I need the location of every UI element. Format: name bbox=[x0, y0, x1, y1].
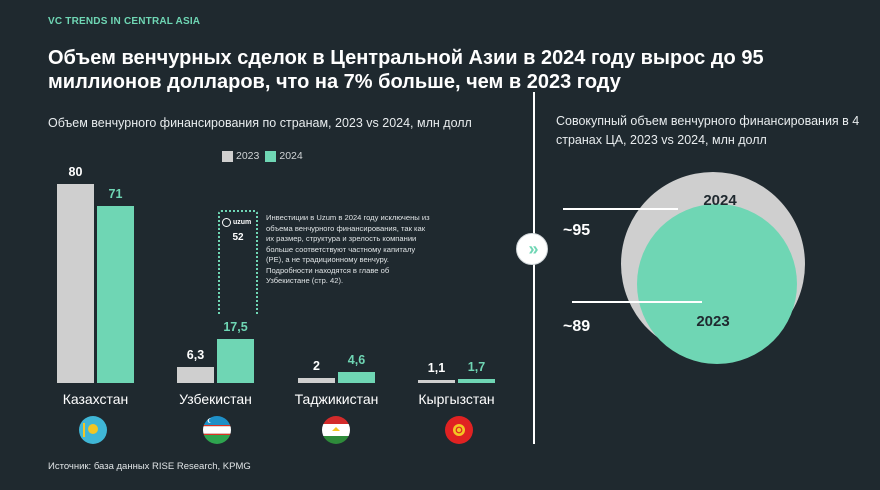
source-note: Источник: база данных RISE Research, KPM… bbox=[48, 461, 251, 472]
legend-item-2024: 2024 bbox=[265, 150, 303, 162]
kazakhstan-flag-icon bbox=[79, 416, 107, 444]
page-title: Объем венчурных сделок в Центральной Ази… bbox=[48, 47, 764, 93]
bar-2023-2 bbox=[177, 367, 214, 383]
bar-value-2023-3: 2 bbox=[313, 359, 320, 374]
uzum-note: Инвестиции в Uzum в 2024 году исключены … bbox=[266, 213, 430, 285]
bar-2024-1 bbox=[97, 206, 134, 383]
section-divider bbox=[533, 92, 535, 444]
legend-label-2024: 2024 bbox=[279, 150, 303, 162]
legend-label-2023: 2023 bbox=[236, 150, 260, 162]
kyrgyzstan-flag-icon bbox=[445, 416, 473, 444]
bar-value-2024-4: 1,7 bbox=[467, 359, 486, 374]
total-label-2023: ~89 bbox=[563, 318, 591, 335]
bar-2024-2 bbox=[217, 339, 254, 383]
bar-value-2024-3: 4,6 bbox=[347, 352, 366, 367]
bubble-chart-subtitle: Совокупный объем венчурного финансирован… bbox=[556, 114, 860, 147]
uzbekistan-flag-icon bbox=[203, 416, 231, 444]
circle-label-2024: 2024 bbox=[703, 192, 737, 209]
bar-value-2023-1: 80 bbox=[68, 165, 83, 179]
country-label-2: Узбекистан bbox=[179, 391, 252, 407]
uzum-value: 52 bbox=[232, 232, 244, 243]
legend-swatch-2023 bbox=[222, 150, 233, 162]
bar-2023-3 bbox=[298, 378, 335, 383]
leader-line-2023 bbox=[572, 301, 702, 303]
chart-legend: 2023 2024 bbox=[222, 150, 309, 162]
total-label-2024: ~95 bbox=[563, 222, 591, 239]
bubble-chart bbox=[621, 172, 805, 364]
circle-2023 bbox=[637, 204, 797, 364]
uzum-logo: uzum bbox=[222, 218, 251, 227]
circle-label-2023: 2023 bbox=[696, 313, 730, 330]
bar-2024-4 bbox=[458, 378, 495, 383]
country-label-3: Таджикистан bbox=[294, 391, 379, 407]
bar-2024-3 bbox=[338, 371, 375, 383]
uzum-excluded-outline bbox=[218, 210, 258, 314]
leader-line-2024 bbox=[563, 208, 678, 210]
bar-value-2023-2: 6,3 bbox=[186, 348, 205, 363]
country-label-4: Кыргызстан bbox=[418, 391, 495, 407]
eyebrow-label: VC TRENDS IN CENTRAL ASIA bbox=[48, 16, 201, 27]
bar-value-2023-4: 1,1 bbox=[427, 361, 446, 375]
bar-2023-1 bbox=[57, 184, 94, 383]
tajikistan-flag-icon bbox=[322, 416, 350, 444]
bar-chart-subtitle: Объем венчурного финансирования по стран… bbox=[48, 116, 472, 130]
double-chevron-right-icon: » bbox=[516, 233, 548, 265]
legend-swatch-2024 bbox=[265, 150, 277, 162]
bar-value-2024-1: 71 bbox=[108, 187, 123, 202]
legend-item-2023: 2023 bbox=[222, 150, 259, 162]
uzum-logo-icon bbox=[222, 218, 231, 227]
bar-2023-4 bbox=[418, 380, 455, 383]
country-label-1: Казахстан bbox=[62, 391, 129, 407]
bar-value-2024-2: 17,5 bbox=[223, 320, 248, 335]
uzum-logo-text: uzum bbox=[233, 219, 252, 226]
